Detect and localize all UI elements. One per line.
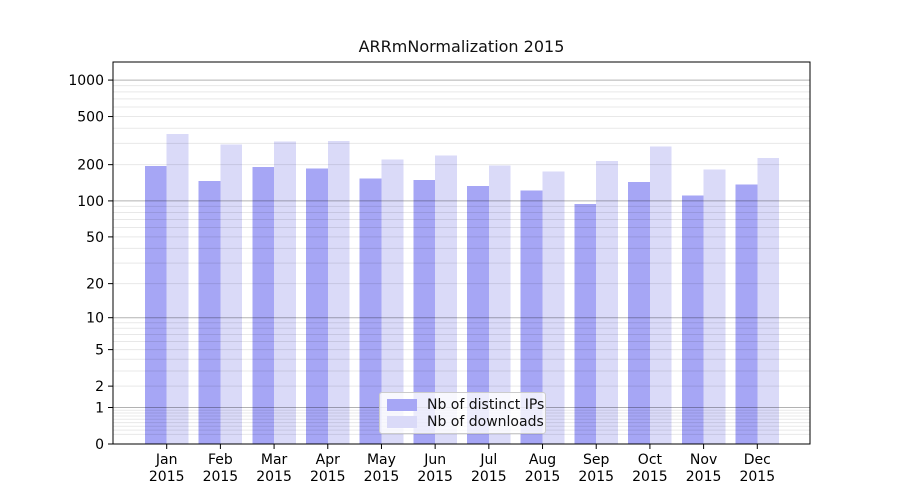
y-tick-label: 5	[95, 343, 104, 359]
bar-distinct-ips-sep	[574, 204, 597, 444]
x-tick-label-month: Feb	[208, 452, 233, 468]
x-tick-label-month: Jan	[155, 452, 178, 468]
legend-swatch-downloads	[387, 415, 417, 428]
y-tick-label: 10	[86, 311, 104, 327]
bar-downloads-feb	[220, 144, 243, 444]
bar-distinct-ips-nov	[681, 195, 704, 444]
bar-distinct-ips-dec	[735, 184, 758, 444]
bar-downloads-aug	[542, 171, 565, 445]
chart-title: ARRmNormalization 2015	[358, 37, 565, 56]
bar-distinct-ips-may	[359, 178, 382, 444]
x-tick-label-year: 2015	[203, 469, 239, 485]
bar-downloads-sep	[596, 160, 619, 444]
x-tick-label-year: 2015	[578, 469, 614, 485]
legend-label-downloads: Nb of downloads	[427, 413, 544, 430]
bar-distinct-ips-oct	[628, 181, 650, 445]
legend-item-distinct-ips: Nb of distinct IPs	[387, 396, 545, 413]
x-tick-label-month: Mar	[261, 452, 288, 468]
x-tick-label-year: 2015	[525, 469, 561, 485]
x-tick-label-year: 2015	[739, 469, 775, 485]
x-tick-label-year: 2015	[149, 469, 185, 485]
bar-downloads-jan	[166, 133, 189, 444]
x-tick-label-month: Dec	[744, 452, 771, 468]
y-tick-label: 2	[95, 379, 104, 395]
bar-distinct-ips-feb	[198, 180, 221, 444]
legend-item-downloads: Nb of downloads	[387, 413, 545, 430]
bar-downloads-mar	[274, 141, 296, 444]
legend-swatch-distinct-ips	[387, 398, 417, 411]
y-tick-label: 1	[95, 400, 104, 416]
bar-downloads-jun	[435, 155, 457, 444]
y-tick-label: 500	[77, 110, 104, 126]
x-tick-label-month: Sep	[583, 452, 610, 468]
bar-downloads-nov	[703, 169, 726, 444]
x-tick-label-month: Oct	[638, 452, 663, 468]
bar-distinct-ips-mar	[252, 166, 275, 445]
bar-downloads-dec	[757, 157, 780, 444]
x-tick-label-month: May	[367, 452, 396, 468]
x-tick-label-year: 2015	[417, 469, 453, 485]
y-tick-label: 0	[95, 437, 104, 453]
x-tick-label-year: 2015	[310, 469, 346, 485]
y-tick-label: 50	[86, 230, 104, 246]
bar-downloads-may	[381, 159, 404, 445]
x-tick-label-month: Apr	[316, 452, 340, 468]
x-tick-label-month: Aug	[529, 452, 556, 468]
bar-distinct-ips-apr	[305, 168, 328, 444]
bar-downloads-oct	[649, 146, 672, 444]
x-tick-label-year: 2015	[364, 469, 400, 485]
x-tick-label-month: Jun	[423, 452, 446, 468]
bar-distinct-ips-jun	[413, 180, 436, 444]
bar-downloads-jul	[488, 165, 511, 444]
x-tick-label-month: Nov	[690, 452, 717, 468]
legend-label-distinct-ips: Nb of distinct IPs	[427, 396, 545, 413]
x-tick-label-year: 2015	[256, 469, 292, 485]
x-tick-label-year: 2015	[632, 469, 668, 485]
x-tick-label-year: 2015	[686, 469, 722, 485]
y-tick-label: 20	[86, 277, 104, 293]
bar-distinct-ips-jul	[467, 186, 489, 444]
x-tick-label-month: Jul	[479, 452, 497, 468]
bar-downloads-apr	[327, 141, 350, 444]
y-tick-label: 1000	[68, 73, 104, 89]
y-tick-label: 200	[77, 158, 104, 174]
bar-distinct-ips-aug	[520, 190, 543, 444]
bar-distinct-ips-jan	[144, 165, 167, 444]
plot-border	[112, 61, 811, 445]
legend: Nb of distinct IPs Nb of downloads	[379, 392, 546, 434]
y-tick-label: 100	[77, 194, 104, 210]
x-tick-label-year: 2015	[471, 469, 507, 485]
